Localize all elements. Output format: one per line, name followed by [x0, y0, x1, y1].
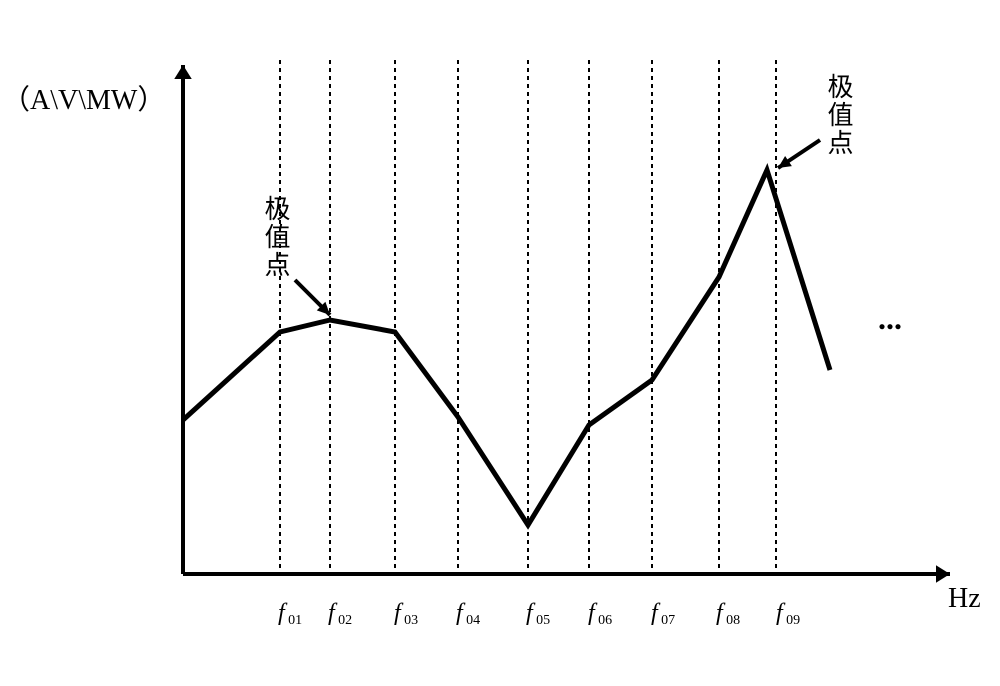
x-tick-08: f 08: [716, 600, 740, 629]
y-axis-label: （A\V\MW）: [2, 78, 165, 118]
x-tick-09: f 09: [776, 600, 800, 629]
x-tick-04: f 04: [456, 600, 480, 629]
x-tick-05: f 05: [526, 600, 550, 629]
x-axis-label: Hz: [948, 583, 981, 615]
annotation-2-label: 极值点: [820, 73, 857, 157]
ellipsis-label: ...: [878, 300, 902, 337]
annotation-1-label: 极值点: [257, 195, 294, 279]
line-chart: （A\V\MW） Hz ... f 01 f 02 f 03 f 04 f 05 f 06…: [0, 0, 1000, 681]
x-tick-07: f 07: [651, 600, 675, 629]
x-tick-01: f 01: [278, 600, 302, 629]
x-tick-03: f 03: [394, 600, 418, 629]
x-tick-06: f 06: [588, 600, 612, 629]
x-tick-02: f 02: [328, 600, 352, 629]
